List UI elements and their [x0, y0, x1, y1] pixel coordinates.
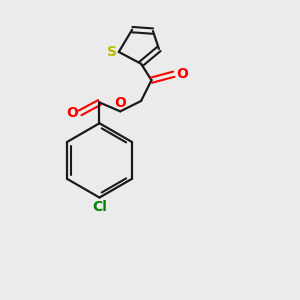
Text: O: O	[114, 96, 126, 110]
Text: Cl: Cl	[92, 200, 107, 214]
Text: O: O	[176, 67, 188, 81]
Text: O: O	[66, 106, 78, 120]
Text: S: S	[107, 45, 117, 59]
